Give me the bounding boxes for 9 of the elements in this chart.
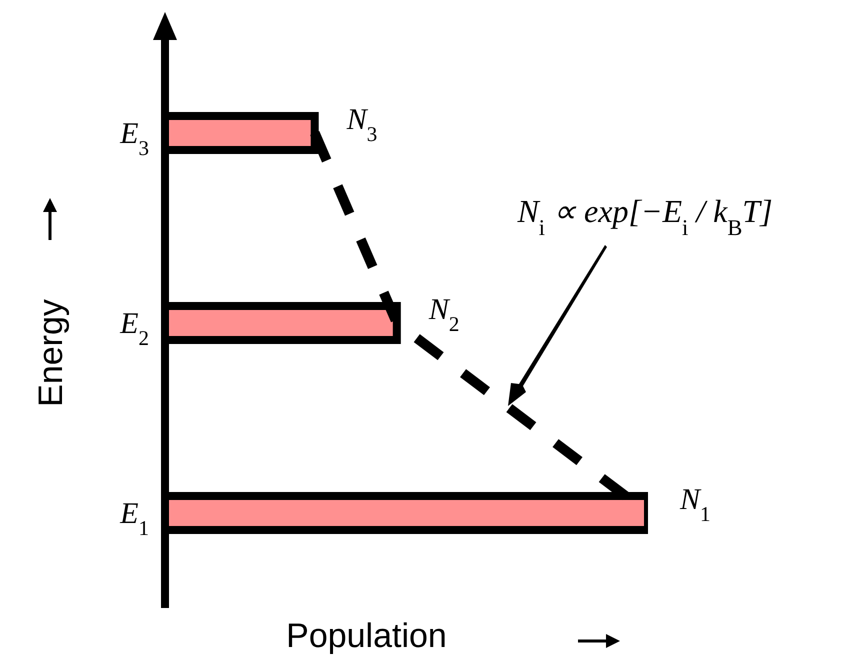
annotation: N$_{3}$ [346,103,378,146]
annotation: N$_{2}$ [428,293,460,336]
y-tick-label: E$_{1}$ [119,497,149,540]
annotation: N$_{1}$ [679,483,711,526]
y-tick-label: E$_{2}$ [119,307,149,350]
annotation: N$_{i}$ ∝ exp[−E$_{i}$ / k$_{B}$T] [516,193,773,240]
y-axis-title: Energy [32,299,70,407]
x-axis-title: Population [286,617,447,655]
y-tick-label: E$_{3}$ [119,117,149,160]
